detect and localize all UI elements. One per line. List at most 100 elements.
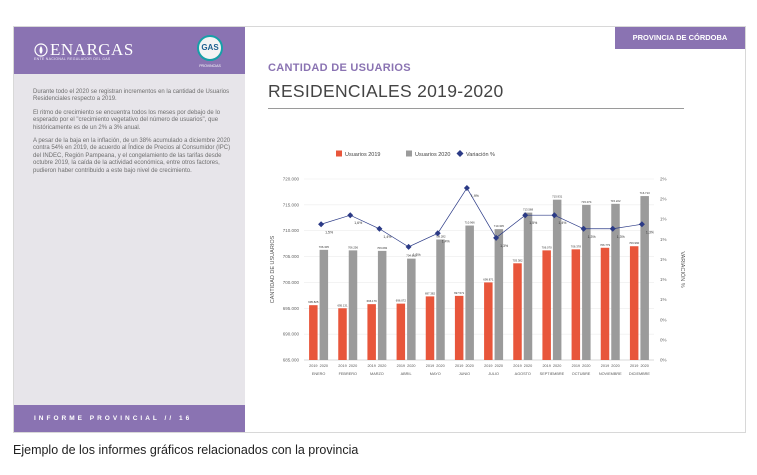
year-tick-label: 2019 <box>513 364 521 368</box>
badge-caption: PROVINCIAS <box>199 64 221 68</box>
data-label-2020: 704.613 <box>406 254 417 258</box>
bar-2019 <box>542 250 551 360</box>
data-label-2019: 706.378 <box>571 244 582 248</box>
data-label-2020: 715.222 <box>610 199 621 203</box>
variation-label: 1,3% <box>646 230 654 234</box>
year-tick-label: 2019 <box>572 364 580 368</box>
report-footer: INFORME PROVINCIAL // 16 <box>14 405 245 432</box>
month-tick-label: OCTUBRE <box>572 372 591 376</box>
year-tick-label: 2020 <box>465 364 473 368</box>
paragraph: A pesar de la baja en la inflación, de u… <box>33 138 231 174</box>
y-tick-label: 710.000 <box>283 228 300 233</box>
variation-point <box>434 230 441 237</box>
year-tick-label: 2020 <box>378 364 386 368</box>
y-tick-label: 695.000 <box>283 306 300 311</box>
bar-2019 <box>629 246 639 360</box>
year-tick-label: 2020 <box>407 364 415 368</box>
bar-2019 <box>513 263 522 360</box>
variation-point <box>493 234 500 241</box>
data-label-2020: 710.966 <box>465 221 476 225</box>
bar-2019 <box>484 282 493 360</box>
users-chart: 685.000 690.000 695.000 700.000 705.000 710.0… <box>270 150 686 376</box>
legend-swatch <box>456 150 464 157</box>
month-tick-label: ENERO <box>312 372 326 376</box>
y2-axis-title: VARIACIÓN % <box>679 251 686 287</box>
data-label-2019: 696.072 <box>396 299 407 303</box>
year-tick-label: 2020 <box>436 364 444 368</box>
year-tick-label: 2019 <box>484 364 492 368</box>
year-tick-label: 2020 <box>524 364 532 368</box>
year-tick-label: 2019 <box>426 364 434 368</box>
legend-label: Variación % <box>466 152 495 158</box>
y-tick-label: 690.000 <box>283 332 300 337</box>
year-tick-label: 2020 <box>553 364 561 368</box>
y2-tick-label: 1% <box>660 277 667 282</box>
variation-point <box>522 212 529 219</box>
logo-subtitle: ENTE NACIONAL REGULADOR DEL GAS <box>34 57 111 61</box>
year-tick-label: 2020 <box>349 364 357 368</box>
variation-label: 1,3% <box>413 253 421 257</box>
month-tick-label: ABRIL <box>401 372 412 376</box>
legend-swatch <box>406 150 412 157</box>
month-tick-label: JULIO <box>488 372 499 376</box>
variation-point <box>405 243 412 250</box>
data-label-2020: 708.282 <box>435 235 446 239</box>
variation-line <box>320 187 642 248</box>
variation-point <box>551 212 558 219</box>
bar-2020 <box>377 250 387 360</box>
report-slide: ENARGAS ENTE NACIONAL REGULADOR DEL GAS … <box>13 26 746 433</box>
variation-point <box>580 225 587 232</box>
month-tick-label: MARZO <box>370 372 384 376</box>
badge-text: GAS <box>201 43 219 52</box>
data-label-2019: 696.179 <box>367 299 378 303</box>
year-tick-label: 2019 <box>630 364 638 368</box>
year-tick-label: 2020 <box>582 364 590 368</box>
data-label-2019: 699.871 <box>483 277 494 281</box>
month-tick-label: NOVIEMBRE <box>599 372 622 376</box>
variation-label: 1,3% <box>617 235 625 239</box>
bar-2020 <box>582 204 591 360</box>
variation-point <box>609 225 616 232</box>
month-tick-label: DICIEMBRE <box>629 372 651 376</box>
bar-2020 <box>436 239 445 360</box>
y2-tick-label: 0% <box>660 317 667 322</box>
y-tick-label: 715.000 <box>283 202 300 207</box>
y2-tick-label: 0% <box>660 337 667 342</box>
y-tick-label: 685.000 <box>283 358 300 363</box>
sidebar-header: ENARGAS ENTE NACIONAL REGULADOR DEL GAS … <box>14 27 245 74</box>
month-tick-label: AGOSTO <box>515 372 531 376</box>
legend-swatch <box>336 150 342 157</box>
bar-2019 <box>309 305 318 360</box>
paragraph: El ritmo de crecimiento se encuentra tod… <box>33 109 221 131</box>
variation-point <box>463 185 470 192</box>
title-divider <box>268 108 684 109</box>
chart-heading: RESIDENCIALES 2019-2020 <box>268 81 504 101</box>
year-tick-label: 2020 <box>611 364 619 368</box>
bar-2019 <box>425 296 435 360</box>
paragraph: Durante todo el 2020 se registran increm… <box>33 89 230 103</box>
y2-tick-label: 2% <box>660 177 667 182</box>
y-tick-label: 700.000 <box>283 280 300 285</box>
y2-tick-label: 2% <box>660 197 667 202</box>
y2-tick-label: 0% <box>660 358 667 363</box>
logo-text: ENARGAS <box>50 40 134 59</box>
bar-2019 <box>367 304 376 360</box>
variation-label: 1,9% <box>471 194 479 198</box>
y-tick-label: 720.000 <box>283 177 300 182</box>
year-tick-label: 2019 <box>455 364 463 368</box>
bar-2020 <box>494 229 504 360</box>
data-label-2020: 713.568 <box>523 208 534 212</box>
variation-label: 1,5% <box>325 230 333 234</box>
y2-tick-label: 1% <box>660 257 667 262</box>
variation-label: 1,3% <box>588 235 596 239</box>
data-label-2019: 697.382 <box>425 291 436 295</box>
sidebar-panel: ENARGAS ENTE NACIONAL REGULADOR DEL GAS … <box>14 27 245 432</box>
sidebar-text: Durante todo el 2020 se registran increm… <box>33 89 233 181</box>
legend-label: Usuarios 2019 <box>345 152 380 158</box>
data-label-2020: 716.713 <box>640 191 651 195</box>
variation-point <box>638 221 645 228</box>
bar-2019 <box>600 247 610 360</box>
gas-badge-icon: GAS <box>197 35 223 61</box>
bar-2020 <box>348 250 358 360</box>
data-label-2020: 715.931 <box>552 195 563 199</box>
